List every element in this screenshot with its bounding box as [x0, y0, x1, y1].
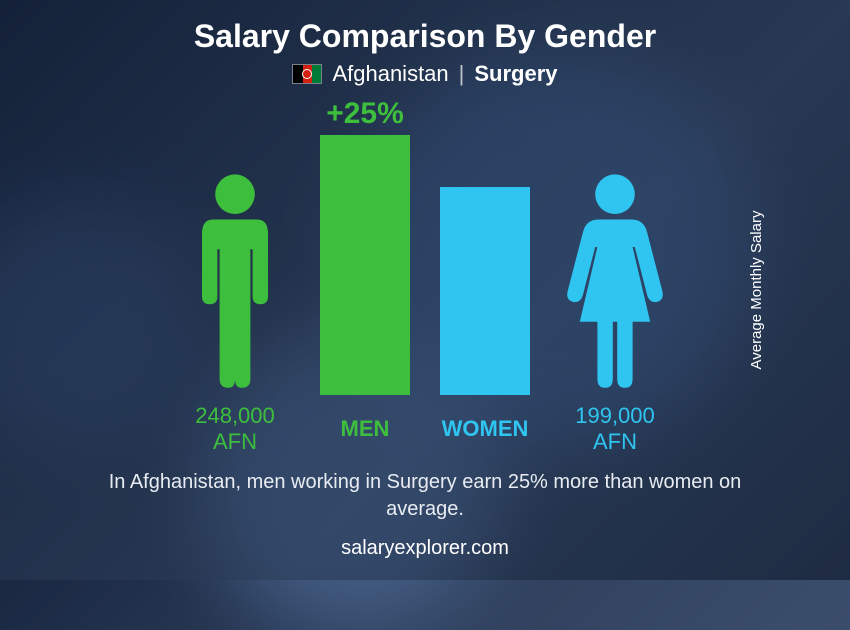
men-icon-col — [180, 165, 290, 395]
subtitle: Afghanistan | Surgery — [292, 61, 557, 87]
women-bar — [440, 187, 530, 395]
separator: | — [459, 61, 465, 87]
women-salary: 199,000 AFN — [560, 403, 670, 455]
site-label: salaryexplorer.com — [341, 537, 509, 560]
category-label: Surgery — [474, 61, 557, 87]
country-label: Afghanistan — [332, 61, 448, 87]
women-label: WOMEN — [440, 416, 530, 442]
pct-diff-label: +25% — [326, 97, 404, 131]
men-bar — [320, 135, 410, 395]
flag-icon — [292, 64, 322, 84]
summary-text: In Afghanistan, men working in Surgery e… — [85, 469, 765, 523]
men-label: MEN — [320, 416, 410, 442]
infographic-container: Salary Comparison By Gender Afghanistan … — [0, 0, 850, 580]
male-icon — [180, 165, 290, 395]
chart-area: +25% — [60, 97, 790, 395]
women-icon-col — [560, 165, 670, 395]
female-icon — [560, 165, 670, 395]
men-salary: 248,000 AFN — [180, 403, 290, 455]
men-bar-col: +25% — [320, 97, 410, 395]
page-title: Salary Comparison By Gender — [194, 18, 656, 55]
labels-row: 248,000 AFN MEN WOMEN 199,000 AFN — [60, 403, 790, 455]
women-bar-col — [440, 187, 530, 395]
